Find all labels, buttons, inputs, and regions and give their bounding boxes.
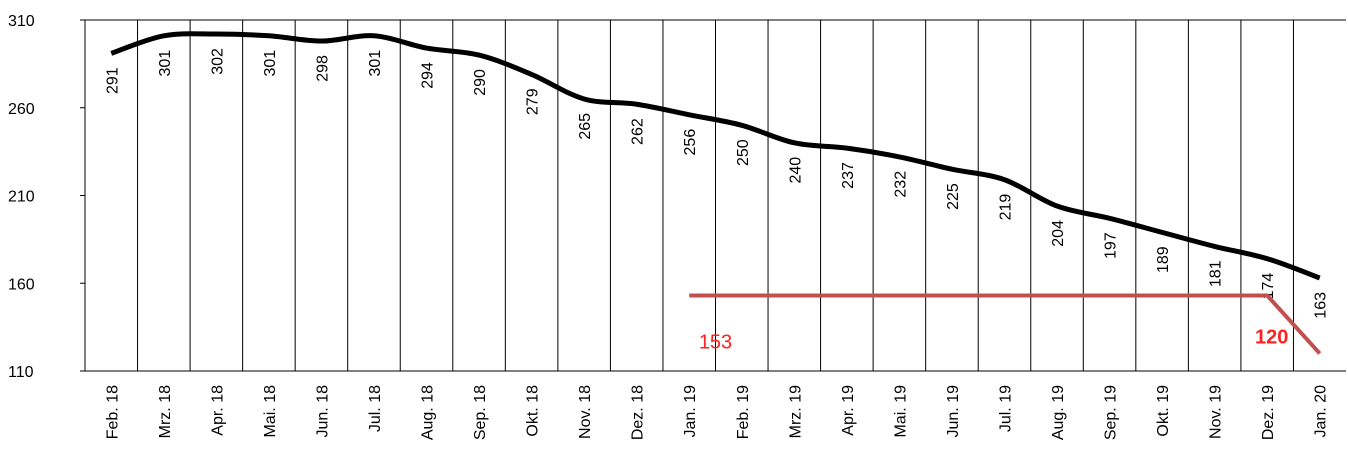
data-label: 291 xyxy=(104,67,121,94)
data-label: 250 xyxy=(735,139,752,166)
x-tick-label: Jul. 18 xyxy=(367,385,384,432)
data-label: 256 xyxy=(682,129,699,156)
data-label: 290 xyxy=(472,69,489,96)
x-tick-label: Mai. 19 xyxy=(892,385,909,438)
x-tick-label: Jan. 20 xyxy=(1313,385,1330,438)
data-label: 232 xyxy=(892,171,909,198)
data-label: 120 xyxy=(1255,326,1288,348)
x-tick-label: Mrz. 18 xyxy=(157,385,174,438)
y-tick-label: 260 xyxy=(8,101,35,118)
data-label: 301 xyxy=(262,50,279,77)
x-tick-label: Sep. 18 xyxy=(472,385,489,440)
x-tick-label: Feb. 19 xyxy=(735,385,752,439)
x-tick-label: Jun. 19 xyxy=(945,385,962,438)
data-label: 294 xyxy=(420,62,437,89)
data-label: 153 xyxy=(699,332,732,354)
x-tick-label: Okt. 19 xyxy=(1155,385,1172,437)
line-series xyxy=(110,31,1321,281)
x-tick-label: Aug. 18 xyxy=(420,385,437,440)
data-label: 197 xyxy=(1103,232,1120,259)
data-label: 225 xyxy=(945,183,962,210)
data-label: 302 xyxy=(209,48,226,75)
data-label: 298 xyxy=(314,55,331,82)
data-label: 279 xyxy=(525,88,542,115)
line-series xyxy=(689,293,1322,355)
x-tick-label: Jan. 19 xyxy=(682,385,699,438)
data-label: 181 xyxy=(1208,260,1225,287)
data-label: 262 xyxy=(630,118,647,145)
x-tick-label: Dez. 19 xyxy=(1260,385,1277,440)
x-tick-label: Sep. 19 xyxy=(1103,385,1120,440)
y-tick-label: 110 xyxy=(8,364,34,381)
y-tick-label: 160 xyxy=(8,276,35,293)
x-tick-label: Nov. 18 xyxy=(577,385,594,439)
x-tick-label: Aug. 19 xyxy=(1050,385,1067,440)
y-tick-label: 210 xyxy=(8,189,35,206)
data-label: 174 xyxy=(1260,273,1277,300)
x-tick-label: Mrz. 19 xyxy=(787,385,804,438)
data-label: 301 xyxy=(157,50,174,77)
data-label: 204 xyxy=(1050,220,1067,247)
x-tick-label: Feb. 18 xyxy=(104,385,121,439)
data-label: 163 xyxy=(1313,292,1330,319)
data-label: 301 xyxy=(367,50,384,77)
data-label: 219 xyxy=(997,194,1014,221)
x-tick-label: Nov. 19 xyxy=(1208,385,1225,439)
data-label: 240 xyxy=(787,157,804,184)
x-tick-label: Jun. 18 xyxy=(314,385,331,438)
x-tick-label: Okt. 18 xyxy=(525,385,542,437)
y-tick-label: 310 xyxy=(8,13,35,30)
data-label: 265 xyxy=(577,113,594,140)
data-label: 189 xyxy=(1155,246,1172,273)
data-label: 237 xyxy=(840,162,857,189)
x-tick-label: Jul. 19 xyxy=(997,385,1014,432)
x-tick-label: Apr. 18 xyxy=(209,385,226,436)
x-tick-label: Apr. 19 xyxy=(840,385,857,436)
x-tick-label: Dez. 18 xyxy=(630,385,647,440)
x-tick-label: Mai. 18 xyxy=(262,385,279,438)
